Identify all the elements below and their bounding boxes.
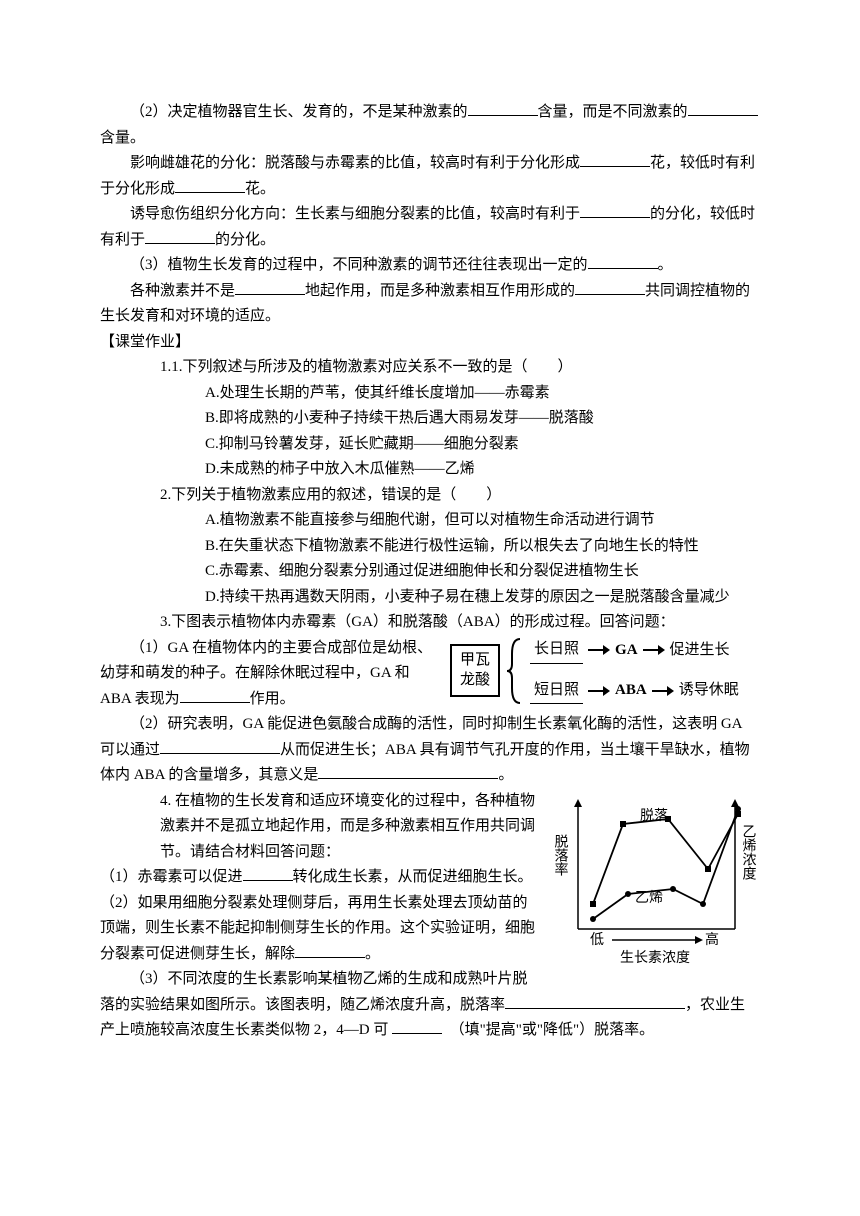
text: 从而促进生长；ABA 具有调节气孔开度的作用，当土壤干旱缺水，植物体内 ABA … xyxy=(100,742,750,784)
chart-series-label: 脱落 xyxy=(640,808,668,824)
text: 。 xyxy=(658,257,673,273)
arrow-icon xyxy=(643,644,665,656)
blank xyxy=(175,192,245,193)
text: 影响雌雄花的分化：脱落酸与赤霉素的比值，较高时有利于分化形成 xyxy=(130,155,580,171)
chart-ylabel2: 乙烯浓度 xyxy=(741,824,757,880)
question-4-p3: （3）不同浓度的生长素影响某植物乙烯的生成和成熟叶片脱落的实验结果如图所示。该图… xyxy=(100,967,760,1044)
question-3-stem: 3.下图表示植物体内赤霉素（GA）和脱落酸（ABA）的形成过程。回答问题： xyxy=(100,610,760,636)
text: 含量，而是不同激素的 xyxy=(538,104,688,120)
paragraph-3: 影响雌雄花的分化：脱落酸与赤霉素的比值，较高时有利于分化形成花，较低时有利于分化… xyxy=(100,151,760,202)
paragraph-4: 诱导愈伤组织分化方向：生长素与细胞分裂素的比值，较高时有利于的分化，较低时有利于… xyxy=(100,202,760,253)
arrow-icon xyxy=(588,644,610,656)
diagram-label: ABA xyxy=(615,678,647,704)
blank xyxy=(180,702,250,703)
diagram-label: GA xyxy=(615,638,638,664)
text: 含量。 xyxy=(100,130,145,146)
question-2-stem: 2.下列关于植物激素应用的叙述，错误的是（ ） xyxy=(100,483,760,509)
diagram-row-top: 长日照 GA 促进生长 xyxy=(530,637,739,664)
question-1-option-a: A.处理生长期的芦苇，使其纤维长度增加——赤霉素 xyxy=(100,381,760,407)
blank xyxy=(318,778,498,779)
blank xyxy=(575,294,645,295)
diagram-label: 诱导休眠 xyxy=(679,678,739,704)
text: 。 xyxy=(365,946,380,962)
text: 转化成生长素，从而促进细胞生长。 xyxy=(293,869,533,885)
diagram-label: 短日照 xyxy=(530,678,583,705)
diagram-label: 促进生长 xyxy=(670,638,730,664)
text: （3）不同浓度的生长素影响某植物乙烯的生成和成熟叶片脱落的实验结果如图所示。该图… xyxy=(100,971,528,1013)
text: （3）植物生长发育的过程中，不同种激素的调节还往往表现出一定的 xyxy=(130,257,588,273)
question-2-option-d: D.持续干热再遇数天阴雨，小麦种子易在穗上发芽的原因之一是脱落酸含量减少 xyxy=(100,585,760,611)
chart-ylabel: 脱落率 xyxy=(553,834,569,876)
question-1-option-b: B.即将成熟的小麦种子持续干热后遇大雨易发芽——脱落酸 xyxy=(100,406,760,432)
blank xyxy=(688,115,758,116)
text: 。 xyxy=(498,767,513,783)
text: 各种激素并不是 xyxy=(130,283,235,299)
diagram-ga-aba: 甲瓦 龙酸 长日照 GA 促进生长 短日照 ABA 诱导休眠 xyxy=(450,636,760,706)
blank xyxy=(468,115,538,116)
blank xyxy=(580,166,650,167)
diagram-label: 长日照 xyxy=(530,637,583,664)
blank xyxy=(145,243,215,244)
text: 诱导愈伤组织分化方向：生长素与细胞分裂素的比值，较高时有利于 xyxy=(130,206,580,222)
question-2-option-c: C.赤霉素、细胞分裂素分别通过促进细胞伸长和分裂促进植物生长 xyxy=(100,559,760,585)
text: （填"提高"或"降低"）脱落率。 xyxy=(457,1022,654,1038)
paragraph-2: （2）决定植物器官生长、发育的，不是某种激素的 含量，而是不同激素的含量。 xyxy=(100,100,760,151)
text: 作用。 xyxy=(250,691,295,707)
question-2-option-b: B.在失重状态下植物激素不能进行极性运输，所以根失去了向地生长的特性 xyxy=(100,534,760,560)
question-2-option-a: A.植物激素不能直接参与细胞代谢，但可以对植物生命活动进行调节 xyxy=(100,508,760,534)
section-title-homework: 【课堂作业】 xyxy=(100,330,760,356)
blank xyxy=(392,1033,442,1034)
text: （2）决定植物器官生长、发育的，不是某种激素的 xyxy=(130,104,468,120)
blank xyxy=(580,217,650,218)
question-1-option-d: D.未成熟的柿子中放入木瓜催熟——乙烯 xyxy=(100,457,760,483)
text: （2）如果用细胞分裂素处理侧芽后，再用生长素处理去顶幼苗的顶端，则生长素不能起抑… xyxy=(100,895,535,962)
text: （1）赤霉素可以促进 xyxy=(100,869,243,885)
question-3-p2: （2）研究表明，GA 能促进色氨酸合成酶的活性，同时抑制生长素氧化酶的活性，这表… xyxy=(100,712,760,789)
blank xyxy=(295,957,365,958)
diagram-box: 甲瓦 龙酸 xyxy=(450,644,500,697)
question-4-body: 脱落率 乙烯浓度 脱落 乙烯 低 高 生长素浓度 4. 在植物的生长发育和适应环… xyxy=(100,789,760,1044)
chart-xhigh: 高 xyxy=(705,931,719,948)
chart-xlabel: 生长素浓度 xyxy=(620,950,690,966)
blank xyxy=(588,268,658,269)
text: 的分化。 xyxy=(215,232,275,248)
blank xyxy=(243,880,293,881)
blank xyxy=(160,753,280,754)
chart-xlow: 低 xyxy=(590,932,604,948)
text: 花。 xyxy=(245,181,275,197)
question-1-option-c: C.抑制马铃薯发芽，延长贮藏期——细胞分裂素 xyxy=(100,432,760,458)
diagram-row-bottom: 短日照 ABA 诱导休眠 xyxy=(530,678,739,705)
paragraph-5: （3）植物生长发育的过程中，不同种激素的调节还往往表现出一定的 。 xyxy=(100,253,760,279)
blank xyxy=(505,1008,685,1009)
question-3-body: 甲瓦 龙酸 长日照 GA 促进生长 短日照 ABA 诱导休眠 xyxy=(100,636,760,789)
question-1-stem: 1.1.下列叙述与所涉及的植物激素对应关系不一致的是（ ） xyxy=(100,355,760,381)
brace-icon xyxy=(506,636,524,706)
arrow-icon xyxy=(652,685,674,697)
chart-ethylene: 脱落率 乙烯浓度 脱落 乙烯 低 高 生长素浓度 xyxy=(550,794,760,969)
blank xyxy=(235,294,305,295)
paragraph-6: 各种激素并不是地起作用，而是多种激素相互作用形成的共同调控植物的生长发育和对环境… xyxy=(100,279,760,330)
text: 地起作用，而是多种激素相互作用形成的 xyxy=(305,283,575,299)
arrow-icon xyxy=(588,685,610,697)
chart-series-label: 乙烯 xyxy=(635,890,663,906)
